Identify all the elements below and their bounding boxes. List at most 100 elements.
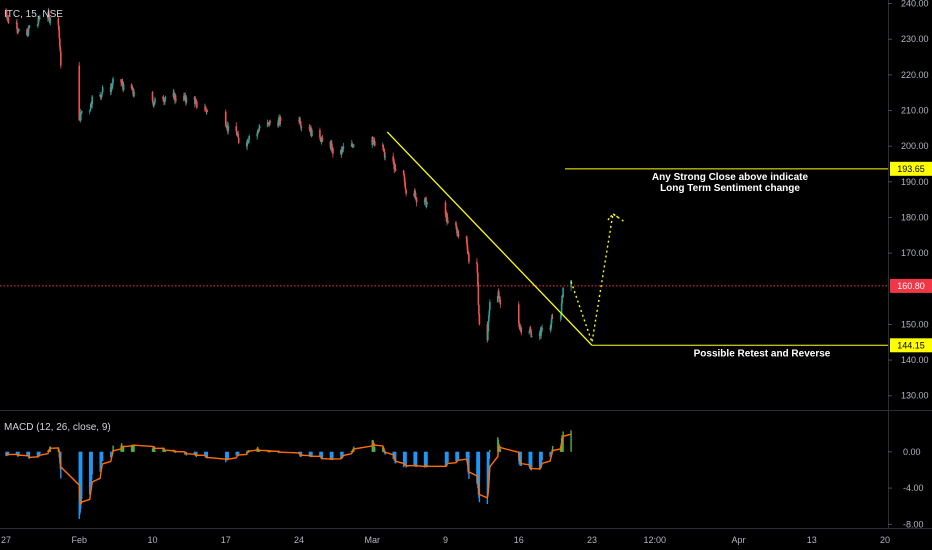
candle-body: [7, 17, 10, 24]
time-axis[interactable]: 27 Feb 10 17 24 Mar 9 16 23 12:00 Apr 13 20: [1, 535, 890, 545]
candle-body: [477, 285, 480, 306]
candle-body: [57, 18, 60, 26]
candle-body: [550, 323, 552, 329]
candle-body: [37, 17, 40, 24]
candle-body: [518, 326, 521, 330]
symbol-label[interactable]: ITC, 15, NSE: [4, 9, 63, 20]
macd-histogram-bar: [196, 451, 198, 455]
candle-body: [403, 174, 405, 177]
candle-body: [487, 321, 490, 332]
candle-body: [446, 216, 449, 221]
candle-body: [350, 145, 353, 147]
candle-body: [112, 79, 114, 83]
candle-body: [550, 318, 553, 324]
candle-body: [247, 140, 249, 143]
candle-body: [528, 331, 531, 333]
candle-body: [235, 131, 238, 136]
candle-body: [80, 110, 83, 113]
candle-body: [185, 97, 188, 103]
time-tick-label: 9: [443, 535, 448, 545]
candle-body: [256, 130, 259, 135]
candle-body: [371, 136, 374, 141]
candle-body: [258, 128, 260, 132]
candle-body: [342, 148, 344, 150]
time-tick-label: 17: [221, 535, 231, 545]
candle-body: [478, 313, 481, 325]
candle-body: [382, 144, 385, 151]
candle-body: [258, 126, 261, 129]
candle-body: [447, 220, 449, 223]
candle-body: [130, 84, 133, 88]
projection-path[interactable]: [570, 212, 624, 343]
candle-body: [497, 296, 499, 302]
current-price-badge: [890, 278, 932, 293]
candle-body: [562, 287, 564, 297]
macd-tick-label: -8.00: [903, 519, 924, 529]
candle-body: [91, 96, 94, 105]
candle-body: [225, 125, 228, 127]
candle-body: [205, 109, 208, 113]
macd-histogram-bar: [37, 451, 39, 458]
candle-body: [455, 225, 458, 228]
candle-body: [331, 143, 333, 152]
candle-body: [78, 65, 81, 120]
price-tick-label: 210.00: [901, 106, 929, 116]
candle-body: [372, 141, 375, 143]
current-price-badge-text: 160.80: [897, 281, 925, 291]
candle-body: [224, 111, 227, 126]
macd-histogram-bar: [520, 451, 522, 466]
macd-histogram-bar: [562, 431, 564, 452]
candle-body: [541, 328, 543, 330]
price-tick-label: 180.00: [901, 212, 929, 222]
macd-histogram-bar: [81, 451, 83, 499]
candle-body: [151, 91, 154, 101]
candle-body: [227, 126, 230, 131]
macd-histogram-bar: [7, 451, 10, 455]
candle-body: [205, 107, 207, 110]
macd-histogram-bar: [39, 451, 41, 454]
candle-body: [530, 336, 533, 338]
price-pane: [5, 7, 572, 343]
candle-body: [60, 51, 62, 66]
candle-body: [6, 14, 8, 19]
price-tick-label: 240.00: [901, 0, 929, 9]
candle-body: [99, 94, 102, 97]
macd-histogram-bar: [311, 451, 313, 457]
macd-label[interactable]: MACD (12, 26, close, 9): [4, 422, 111, 433]
candle-body: [457, 233, 460, 237]
candle-body: [100, 94, 103, 98]
macd-histogram-bar: [478, 451, 481, 503]
price-axis[interactable]: 240.00 230.00 220.00 210.00 200.00 190.00 180.…: [888, 0, 929, 401]
macd-histogram-bar: [122, 447, 125, 452]
macd-signal-line: [5, 433, 572, 506]
macd-axis[interactable]: 0.00 -4.00 -8.00: [888, 447, 924, 530]
candle-body: [163, 101, 166, 103]
resistance-note-line-1: Any Strong Close above indicate: [652, 172, 809, 183]
candle-body: [152, 100, 154, 104]
macd-histogram-bar: [111, 451, 113, 453]
macd-histogram-bar: [206, 451, 209, 459]
support-note: Possible Retest and Reverse: [694, 348, 831, 359]
macd-histogram-bar: [321, 451, 324, 460]
macd-histogram-bar: [549, 451, 552, 455]
projection-arrowhead: [607, 212, 620, 221]
candle-body: [466, 244, 469, 251]
candle-body: [561, 295, 563, 304]
candle-body: [559, 317, 562, 319]
resistance-note-line-2: Long Term Sentiment change: [660, 183, 800, 194]
candle-body: [90, 104, 93, 106]
candle-body: [499, 299, 502, 305]
candle-body: [487, 331, 489, 341]
descending-trendline[interactable]: [386, 131, 593, 346]
resistance-price-badge-text: 193.65: [897, 164, 925, 174]
candle-body: [404, 187, 407, 191]
candle-body: [248, 135, 250, 140]
candle-body: [402, 170, 405, 175]
candle-body: [308, 127, 311, 129]
price-tick-label: 190.00: [901, 177, 929, 187]
macd-histogram-bar: [415, 451, 418, 466]
candle-body: [551, 317, 554, 319]
candle-body: [59, 38, 61, 47]
